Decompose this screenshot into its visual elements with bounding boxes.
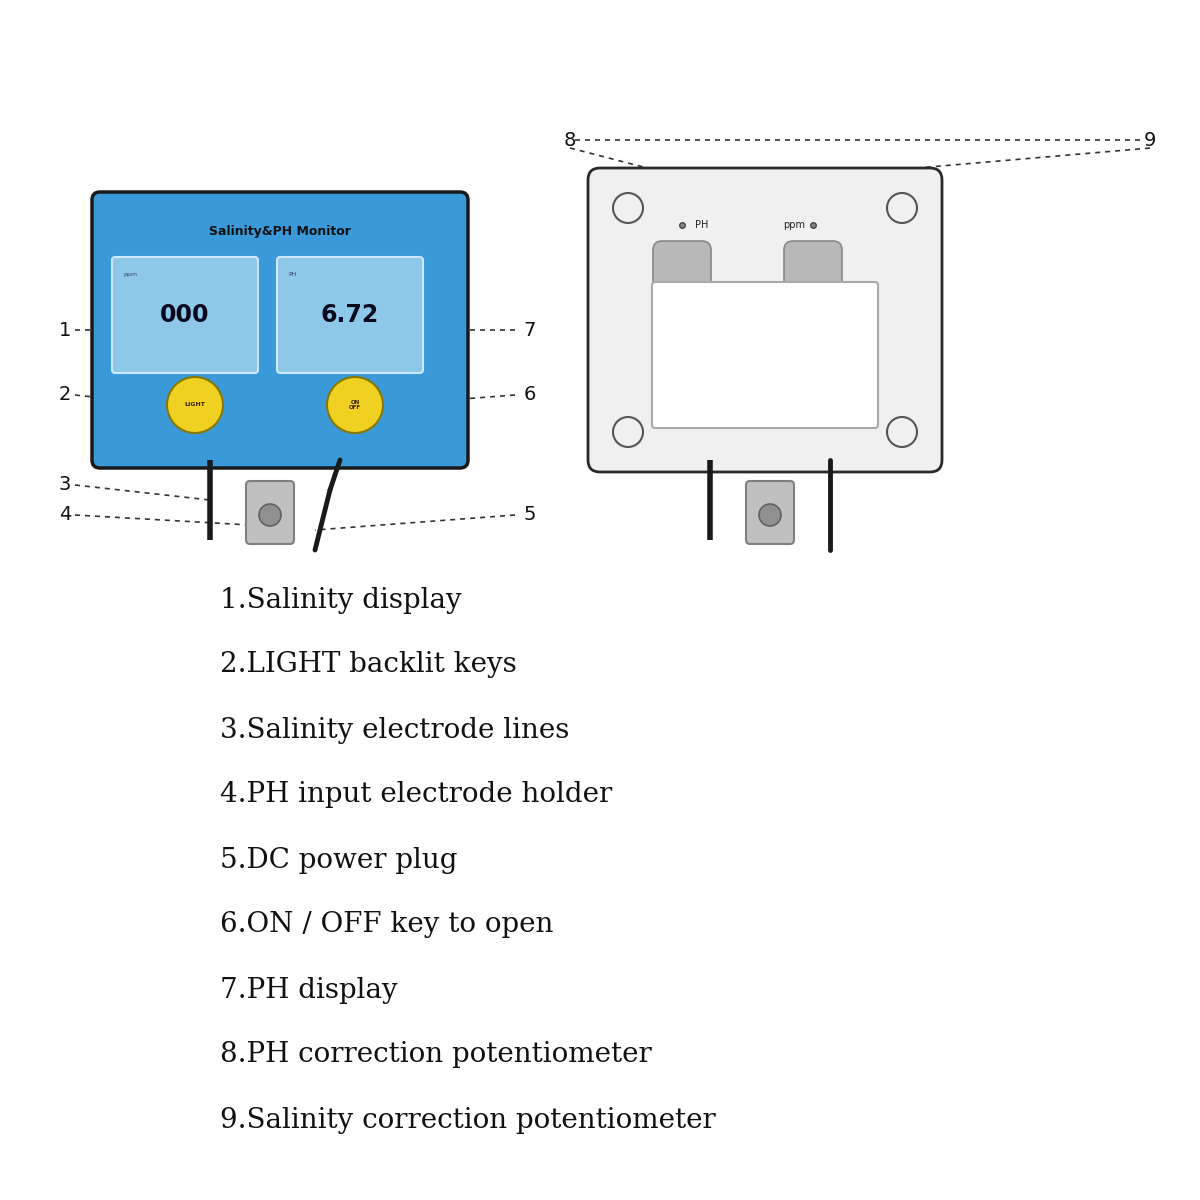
FancyBboxPatch shape [92,192,468,468]
Text: 3: 3 [59,475,71,494]
Text: 6: 6 [524,385,536,404]
Text: 8.PH correction potentiometer: 8.PH correction potentiometer [220,1042,652,1068]
Text: 9.Salinity correction potentiometer: 9.Salinity correction potentiometer [220,1106,715,1134]
Circle shape [259,504,281,526]
FancyBboxPatch shape [746,481,794,544]
FancyBboxPatch shape [653,241,710,314]
Circle shape [887,193,917,223]
Text: ON
OFF: ON OFF [349,400,361,410]
Text: 6.ON / OFF key to open: 6.ON / OFF key to open [220,912,553,938]
Text: 4.PH input electrode holder: 4.PH input electrode holder [220,781,612,809]
Circle shape [613,416,643,446]
Text: 7: 7 [524,320,536,340]
Text: 5.DC power plug: 5.DC power plug [220,846,457,874]
Text: PH: PH [695,220,708,230]
Circle shape [760,504,781,526]
Text: ppm: ppm [124,272,137,277]
Text: ppm: ppm [784,220,805,230]
Text: 1.Salinity display: 1.Salinity display [220,587,462,613]
Circle shape [167,377,223,433]
Text: 7.PH display: 7.PH display [220,977,397,1003]
Circle shape [887,416,917,446]
Text: 5: 5 [523,505,536,524]
Text: 000: 000 [161,302,210,326]
Text: 2: 2 [59,385,71,404]
Circle shape [326,377,383,433]
Text: 9: 9 [1144,131,1156,150]
FancyBboxPatch shape [784,241,842,314]
FancyBboxPatch shape [112,257,258,373]
FancyBboxPatch shape [277,257,424,373]
Text: LIGHT: LIGHT [185,402,205,408]
Text: 3.Salinity electrode lines: 3.Salinity electrode lines [220,716,569,744]
FancyBboxPatch shape [588,168,942,472]
Circle shape [613,193,643,223]
Text: 1: 1 [59,320,71,340]
Text: PH: PH [288,272,296,277]
Text: 4: 4 [59,505,71,524]
Text: Salinity&PH Monitor: Salinity&PH Monitor [209,226,350,238]
Text: 8: 8 [564,131,576,150]
FancyBboxPatch shape [652,282,878,428]
Text: 6.72: 6.72 [320,302,379,326]
FancyBboxPatch shape [246,481,294,544]
Text: 2.LIGHT backlit keys: 2.LIGHT backlit keys [220,652,517,678]
